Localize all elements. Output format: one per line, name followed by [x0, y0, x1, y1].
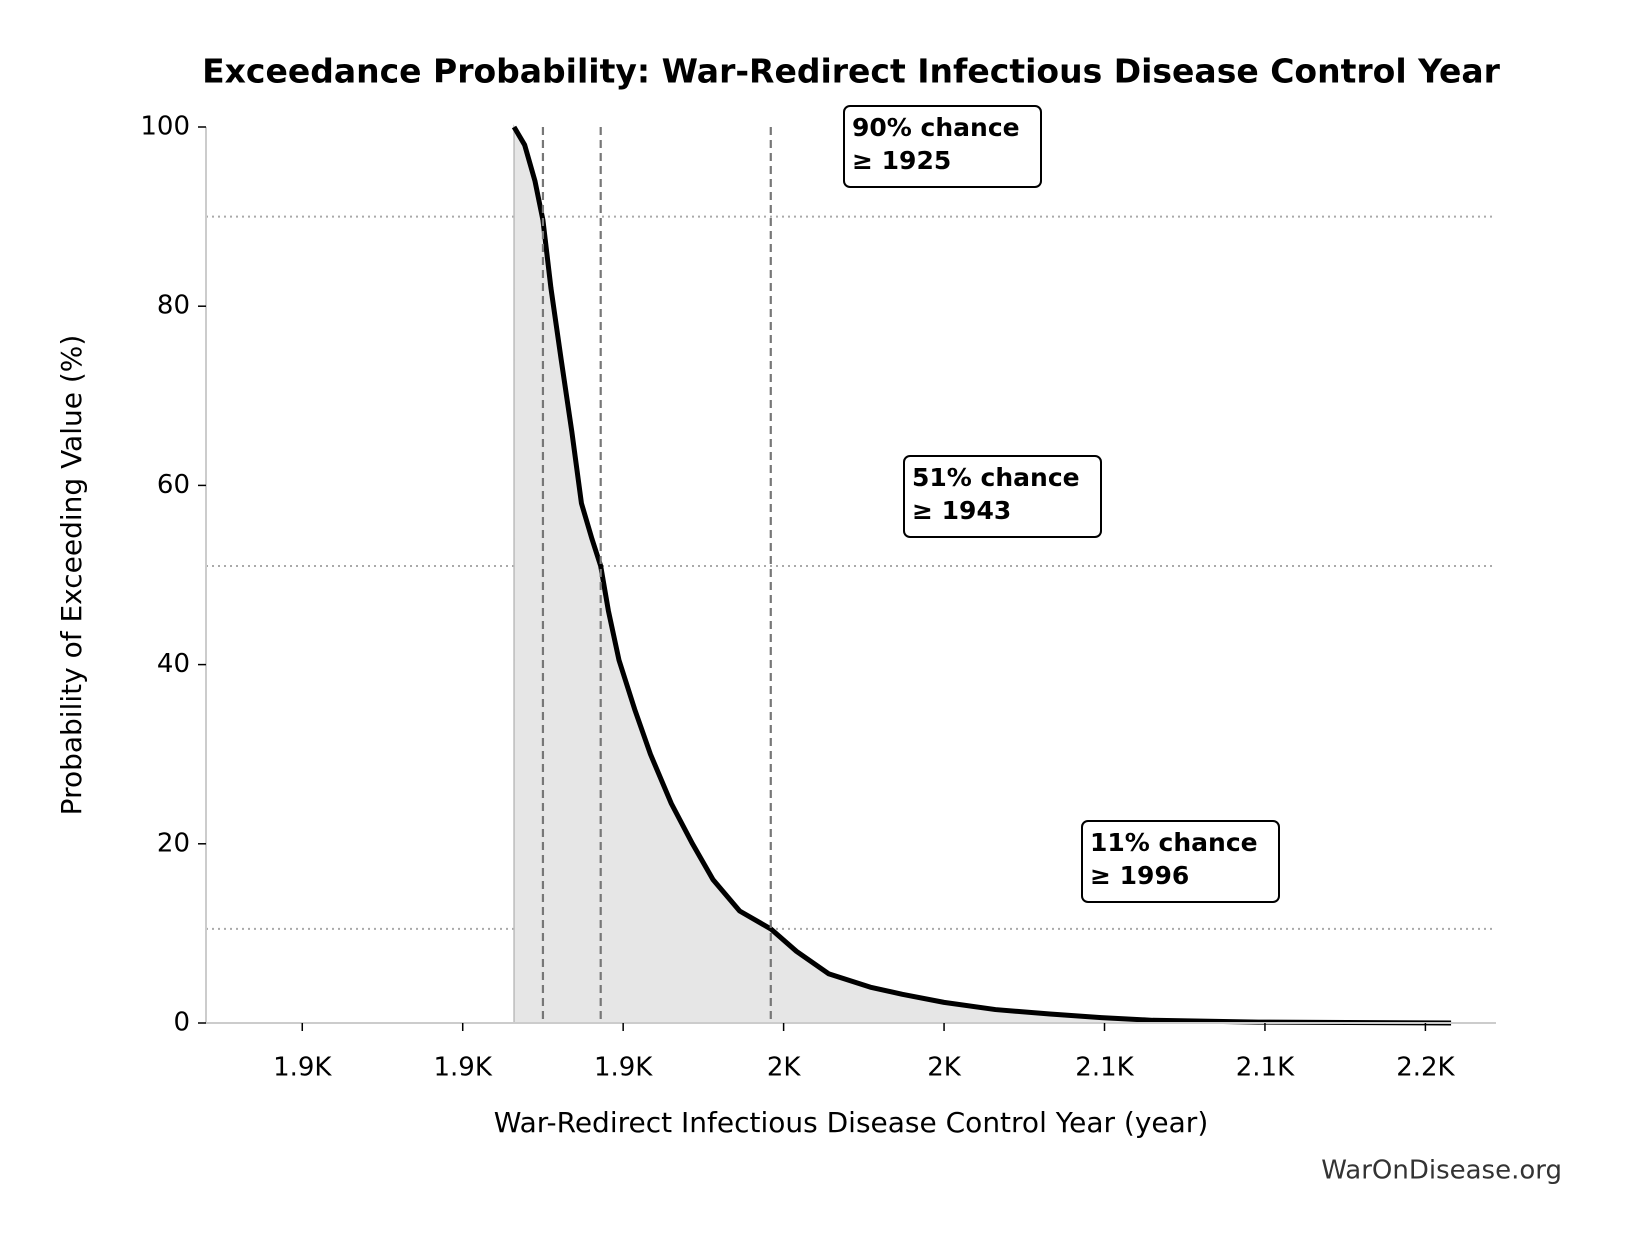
x-tick-label: 2.2K: [1396, 1053, 1455, 1083]
x-tick-label: 1.9K: [273, 1053, 332, 1083]
x-tick-label: 1.9K: [434, 1053, 493, 1083]
x-tick-label: 2.1K: [1075, 1053, 1134, 1083]
annotation-box: [843, 105, 1042, 188]
chart-title: Exceedance Probability: War-Redirect Inf…: [202, 52, 1501, 91]
watermark: WarOnDisease.org: [1321, 1156, 1562, 1186]
annotation-box: [903, 455, 1102, 538]
x-tick-label: 2.1K: [1236, 1053, 1295, 1083]
annotation-text: 90% chance: [852, 113, 1020, 142]
x-tick-label: 1.9K: [594, 1053, 653, 1083]
x-axis-label: War-Redirect Infectious Disease Control …: [494, 1106, 1209, 1139]
y-tick-label: 20: [157, 828, 190, 858]
y-tick-label: 0: [173, 1008, 190, 1038]
y-tick-label: 40: [157, 649, 190, 679]
y-tick-label: 60: [157, 470, 190, 500]
y-tick-label: 100: [140, 112, 190, 142]
annotation-text: ≥ 1943: [912, 496, 1011, 525]
exceedance-line: [511, 125, 1452, 1026]
annotation-text: ≥ 1925: [852, 146, 951, 175]
annotation: 90% chance ≥ 1925: [843, 105, 1042, 188]
annotation-box: [1081, 820, 1280, 903]
annotation: 51% chance ≥ 1943: [903, 455, 1102, 538]
y-axis-label: Probability of Exceeding Value (%): [55, 335, 88, 816]
annotation-text: ≥ 1996: [1090, 861, 1189, 890]
x-tick-label: 2K: [767, 1053, 802, 1083]
annotation-text: 51% chance: [912, 463, 1080, 492]
x-tick-label: 2K: [927, 1053, 962, 1083]
annotation-text: 11% chance: [1090, 828, 1258, 857]
annotation: 11% chance ≥ 1996: [1081, 820, 1280, 903]
y-tick-label: 80: [157, 291, 190, 321]
area-fill: [513, 124, 1452, 1024]
